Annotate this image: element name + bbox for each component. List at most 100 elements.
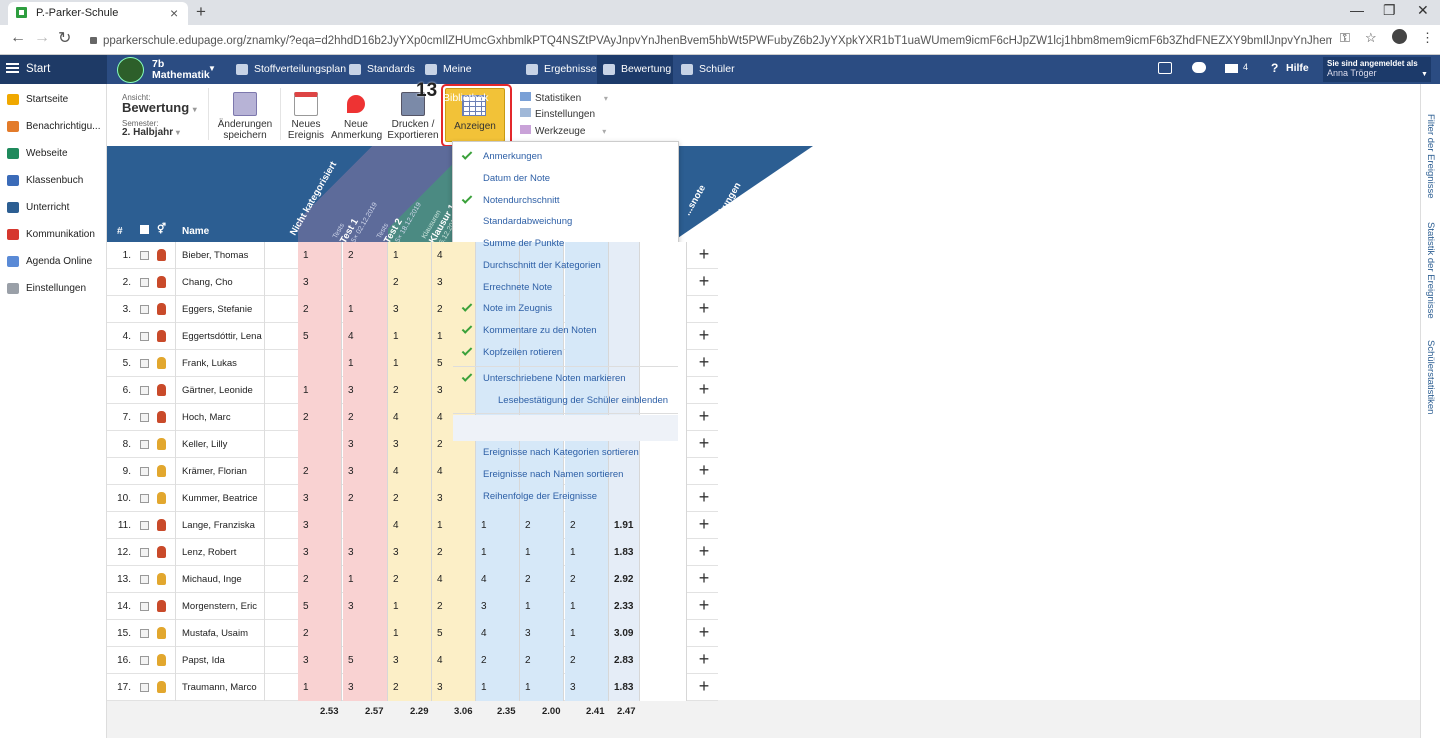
reload-icon[interactable]: ↻ — [58, 30, 72, 47]
grade-cell[interactable]: 2 — [388, 566, 432, 593]
note-cell[interactable] — [640, 593, 687, 620]
grade-cell[interactable]: 3 — [520, 620, 564, 647]
grade-cell[interactable]: 1.83 — [609, 539, 640, 566]
grade-cell[interactable]: 1 — [520, 674, 564, 701]
row-checkbox[interactable] — [140, 440, 149, 449]
table-row[interactable]: 6. Gärtner, Leonide 1 3 2 3 + — [107, 377, 718, 404]
add-comment-icon[interactable]: + — [698, 271, 710, 291]
hamburger-menu-icon[interactable] — [6, 63, 19, 73]
grade-cell[interactable]: 4 — [476, 620, 520, 647]
note-cell[interactable] — [640, 269, 687, 296]
grade-cell[interactable]: 1 — [476, 539, 520, 566]
grade-cell[interactable]: 2 — [432, 593, 476, 620]
grade-cell[interactable] — [520, 377, 564, 404]
grade-cell[interactable]: 5 — [298, 323, 342, 350]
grade-cell[interactable]: 1 — [476, 674, 520, 701]
grade-cell[interactable]: 3 — [432, 674, 476, 701]
sidebar-item-2[interactable]: Webseite — [6, 140, 106, 167]
grade-cell[interactable]: 2 — [388, 674, 432, 701]
grade-cell[interactable]: 2.92 — [609, 566, 640, 593]
row-checkbox[interactable] — [140, 656, 149, 665]
grade-cell[interactable] — [609, 323, 640, 350]
note-cell[interactable] — [640, 296, 687, 323]
note-cell[interactable] — [640, 566, 687, 593]
row-checkbox[interactable] — [140, 386, 149, 395]
grade-cell[interactable]: 2 — [565, 566, 609, 593]
grade-cell[interactable]: 2.83 — [609, 647, 640, 674]
add-comment-icon[interactable]: + — [698, 406, 710, 426]
row-checkbox[interactable] — [140, 305, 149, 314]
dropdown-item[interactable]: Standardabweichung — [483, 216, 573, 227]
student-name[interactable]: Papst, Ida — [182, 655, 225, 666]
grade-cell[interactable] — [565, 269, 609, 296]
grade-cell[interactable] — [476, 350, 520, 377]
grade-cell[interactable]: 3 — [388, 539, 432, 566]
grade-cell[interactable]: 2 — [343, 242, 388, 269]
grade-cell[interactable]: 3 — [565, 674, 609, 701]
grade-cell[interactable]: 4 — [388, 512, 432, 539]
grade-cell[interactable]: 3 — [476, 593, 520, 620]
grade-cell[interactable]: 2 — [476, 647, 520, 674]
sidebar-item-3[interactable]: Klassenbuch — [6, 167, 106, 194]
grade-cell[interactable]: 1 — [565, 539, 609, 566]
table-row[interactable]: 9. Krämer, Florian 2 3 4 4 + — [107, 458, 718, 485]
minimize-button[interactable]: — — [1350, 2, 1364, 18]
grade-cell[interactable]: 1 — [343, 296, 388, 323]
grade-cell[interactable]: 3 — [343, 593, 388, 620]
grade-cell[interactable]: 3.09 — [609, 620, 640, 647]
add-comment-icon[interactable]: + — [698, 514, 710, 534]
grade-cell[interactable]: 1 — [476, 512, 520, 539]
grade-cell[interactable]: 3 — [298, 485, 342, 512]
new-note-button[interactable]: Neue Anmerkung — [331, 92, 382, 141]
grade-cell[interactable] — [476, 296, 520, 323]
student-name[interactable]: Kummer, Beatrice — [182, 493, 258, 504]
grade-cell[interactable] — [520, 350, 564, 377]
browser-menu-icon[interactable]: ⋮ — [1421, 30, 1434, 45]
rightbar-0[interactable]: Filter der Ereignisse — [1425, 114, 1436, 199]
add-comment-icon[interactable]: + — [698, 595, 710, 615]
sidebar-item-5[interactable]: Kommunikation — [6, 221, 106, 248]
grade-cell[interactable] — [565, 323, 609, 350]
student-name[interactable]: Morgenstern, Eric — [182, 601, 257, 612]
row-checkbox[interactable] — [140, 548, 149, 557]
start-button[interactable]: Start — [0, 55, 107, 84]
grade-cell[interactable]: 1 — [388, 350, 432, 377]
note-cell[interactable] — [640, 458, 687, 485]
user-menu[interactable]: Sie sind angemeldet als Anna Tröger — [1323, 57, 1431, 82]
key-icon[interactable]: ⚿ — [1340, 30, 1350, 45]
student-name[interactable]: Lenz, Robert — [182, 547, 237, 558]
grade-cell[interactable] — [609, 485, 640, 512]
row-checkbox[interactable] — [140, 359, 149, 368]
grade-cell[interactable] — [520, 323, 564, 350]
sidebar-item-4[interactable]: Unterricht — [6, 194, 106, 221]
grade-cell[interactable] — [520, 458, 564, 485]
student-name[interactable]: Keller, Lilly — [182, 439, 228, 450]
grade-cell[interactable] — [565, 242, 609, 269]
rightbar-2[interactable]: Schülerstatistiken — [1425, 340, 1436, 415]
grade-cell[interactable] — [565, 458, 609, 485]
grade-cell[interactable]: 2 — [388, 269, 432, 296]
row-checkbox[interactable] — [140, 602, 149, 611]
add-comment-icon[interactable]: + — [698, 433, 710, 453]
row-checkbox[interactable] — [140, 494, 149, 503]
grade-cell[interactable]: 1 — [520, 539, 564, 566]
row-checkbox[interactable] — [140, 467, 149, 476]
table-row[interactable]: 12. Lenz, Robert 3 3 3 2 1 1 1 1.83 + — [107, 539, 718, 566]
student-name[interactable]: Eggers, Stefanie — [182, 304, 253, 315]
grade-cell[interactable] — [565, 350, 609, 377]
note-cell[interactable] — [640, 620, 687, 647]
student-name[interactable]: Lange, Franziska — [182, 520, 255, 531]
grade-cell[interactable]: 4 — [476, 566, 520, 593]
add-comment-icon[interactable]: + — [698, 676, 710, 696]
note-cell[interactable] — [640, 377, 687, 404]
add-comment-icon[interactable]: + — [698, 352, 710, 372]
restore-button[interactable]: ❐ — [1383, 2, 1396, 18]
dropdown-item[interactable]: Datum der Note — [483, 173, 551, 184]
user-dropdown-icon[interactable]: ▼ — [1421, 71, 1428, 78]
grade-cell[interactable] — [298, 431, 342, 458]
table-row[interactable]: 10. Kummer, Beatrice 3 2 2 3 + — [107, 485, 718, 512]
settings-menu[interactable]: Einstellungen — [520, 108, 595, 120]
row-checkbox[interactable] — [140, 575, 149, 584]
grade-cell[interactable]: 3 — [298, 647, 342, 674]
grade-cell[interactable]: 2 — [520, 566, 564, 593]
